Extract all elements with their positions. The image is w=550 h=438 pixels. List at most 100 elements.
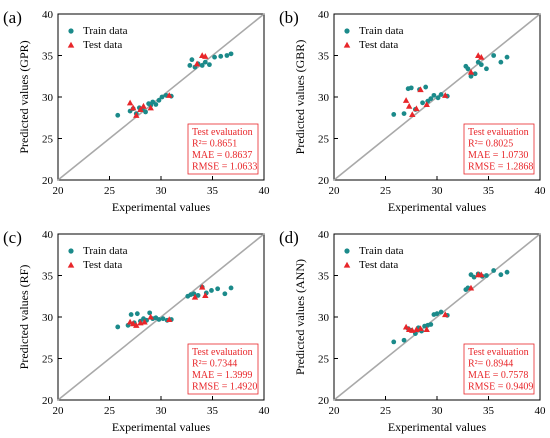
train-data-point (115, 112, 121, 118)
train-data-point (147, 310, 153, 316)
legend-train-label: Train data (83, 245, 128, 257)
y-tick-label: 25 (318, 134, 330, 146)
y-tick-label: 25 (318, 354, 330, 366)
evaluation-box (187, 123, 259, 175)
test-data-point (402, 323, 410, 330)
evaluation-box (463, 343, 535, 395)
test-data-point (423, 101, 430, 108)
test-data-point (417, 86, 424, 93)
train-data-point (218, 53, 224, 59)
test-data-point (475, 52, 482, 59)
evaluation-r2: R²= 0.8025 (468, 139, 513, 150)
test-data-point (402, 97, 410, 103)
chart-panel-1: 20 25 30 35 40 20 25 30 35 40 Experimental values P… (3, 8, 270, 214)
y-tick-label: 30 (42, 312, 54, 324)
legend-train-marker (344, 248, 350, 254)
test-data-point (133, 322, 140, 328)
train-data-point (134, 311, 140, 317)
test-data-point (166, 316, 173, 323)
y-tick-label: 25 (42, 134, 54, 146)
test-data-point (193, 60, 201, 67)
y-tick-label: 30 (318, 92, 330, 104)
evaluation-mae: MAE = 1.3999 (192, 370, 252, 381)
train-data-point (128, 312, 134, 317)
train-data-point (401, 337, 407, 343)
x-tick-label: 30 (156, 185, 168, 197)
x-tick-label: 40 (535, 405, 547, 417)
test-data-point (417, 325, 424, 332)
legend-test-label: Test data (359, 39, 398, 51)
train-data-point (212, 54, 217, 60)
x-tick-label: 35 (483, 185, 495, 197)
evaluation-r2: R²= 0.7344 (192, 359, 237, 370)
train-data-point (391, 339, 397, 345)
y-axis-title: Predicted values (GPR) (17, 40, 31, 153)
x-tick-label: 20 (329, 405, 341, 417)
train-data-point (202, 59, 208, 65)
train-data-point (224, 53, 230, 58)
evaluation-rmse: RMSE = 1.2868 (468, 162, 533, 173)
legend-train-marker (344, 28, 350, 34)
test-data-point (423, 326, 430, 333)
train-data-point (153, 102, 159, 107)
x-tick-label: 30 (432, 405, 444, 417)
train-data-point (504, 269, 510, 275)
y-tick-label: 25 (42, 354, 54, 366)
train-data-point (215, 286, 221, 292)
evaluation-rmse: RMSE = 1.4920 (192, 382, 257, 393)
train-data-point (478, 62, 484, 68)
evaluation-r2: R²= 0.8944 (468, 359, 513, 370)
legend-test-marker (67, 261, 75, 268)
panel-label: (c) (3, 228, 22, 247)
train-data-point (484, 273, 489, 278)
legend-test-label: Test data (359, 259, 398, 271)
chart-panel-2: 20 25 30 35 40 20 25 30 35 40 Experimental values P… (279, 8, 546, 214)
chart-panel-3: 20 25 30 35 40 20 25 30 35 40 Experimental values P… (3, 228, 270, 434)
train-data-point (465, 66, 471, 72)
train-data-point (222, 291, 228, 297)
legend-train-label: Train data (359, 245, 404, 257)
test-data-point (126, 318, 134, 325)
train-data-point (471, 274, 477, 280)
train-data-point (391, 112, 397, 117)
x-tick-label: 30 (432, 185, 444, 197)
y-tick-label: 20 (318, 395, 330, 407)
legend-train-marker (68, 248, 74, 254)
evaluation-mae: MAE = 0.8637 (192, 150, 252, 161)
evaluation-title: Test evaluation (468, 347, 529, 358)
x-tick-label: 35 (207, 405, 219, 417)
evaluation-r2: R²= 0.8651 (192, 139, 237, 150)
y-tick-label: 40 (318, 9, 330, 21)
x-tick-label: 25 (380, 405, 392, 417)
x-tick-label: 40 (535, 185, 547, 197)
train-data-point (491, 53, 497, 58)
train-data-point (428, 322, 434, 327)
y-tick-label: 35 (42, 51, 54, 63)
panel-label: (a) (3, 8, 22, 27)
test-data-point (147, 104, 154, 111)
legend-test-marker (343, 41, 351, 48)
train-data-point (434, 311, 440, 317)
test-data-point (166, 92, 173, 98)
test-data-point (140, 102, 147, 109)
x-tick-label: 25 (104, 185, 116, 197)
evaluation-title: Test evaluation (468, 127, 529, 138)
y-tick-label: 35 (318, 271, 330, 283)
x-axis-title: Experimental values (388, 420, 487, 434)
train-data-point (228, 51, 234, 57)
train-data-point (159, 94, 165, 100)
x-tick-label: 20 (329, 185, 341, 197)
y-axis-title: Predicted values (ANN) (293, 259, 307, 375)
legend-train-label: Train data (359, 25, 404, 37)
legend-train-marker (68, 28, 74, 34)
train-data-point (408, 85, 414, 91)
test-data-point (405, 102, 413, 109)
y-tick-label: 20 (318, 175, 330, 187)
evaluation-rmse: RMSE = 0.9409 (468, 382, 533, 393)
x-tick-label: 40 (259, 405, 271, 417)
train-data-point (189, 57, 195, 63)
x-tick-label: 20 (53, 405, 65, 417)
train-data-point (209, 288, 214, 293)
test-data-point (137, 106, 144, 113)
x-axis-title: Experimental values (388, 200, 487, 214)
